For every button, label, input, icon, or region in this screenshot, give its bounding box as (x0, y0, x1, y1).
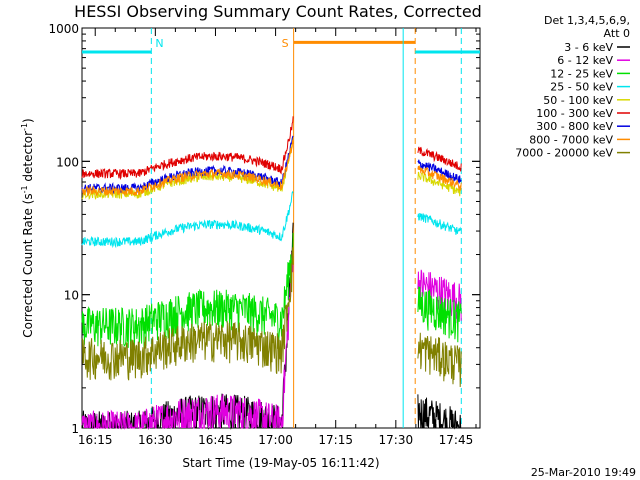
series-line-post (417, 286, 462, 343)
series-line-pre (81, 190, 294, 249)
y-tick-label: 1000 (48, 22, 79, 36)
chart-title: HESSI Observing Summary Count Rates, Cor… (74, 2, 482, 21)
data-series (81, 116, 462, 430)
x-tick-label: 17:15 (318, 433, 353, 447)
legend-label: 300 - 800 keV (536, 120, 613, 133)
series-line-pre (81, 140, 294, 197)
legend-subtitle: Att 0 (604, 27, 630, 40)
x-axis-ticks: 16:15 16:30 16:45 17:00 17:15 17:30 17:45 (78, 28, 477, 447)
legend-label: 3 - 6 keV (564, 41, 613, 54)
y-tick-label: 1 (71, 422, 79, 436)
night-flag-label: N (155, 37, 163, 50)
series-line-post (417, 212, 462, 235)
legend-label: 6 - 12 keV (557, 54, 613, 67)
y-tick-label: 10 (64, 289, 79, 303)
x-tick-label: 16:30 (138, 433, 173, 447)
y-tick-label: 100 (56, 155, 79, 169)
footer-date: 25-Mar-2010 19:49 (531, 466, 636, 479)
legend-label: 100 - 300 keV (536, 107, 613, 120)
legend-title: Det 1,3,4,5,6,9, (544, 14, 630, 27)
series-line-pre (81, 137, 294, 200)
series-line-post (417, 332, 462, 388)
x-axis-label: Start Time (19-May-05 16:11:42) (182, 456, 379, 470)
series-line-pre (81, 116, 294, 181)
y-axis-ticks: 1 10 100 1000 (48, 22, 480, 436)
legend-label: 12 - 25 keV (550, 67, 613, 80)
y-axis-label: Corrected Count Rate (s-1 detector-1) (20, 118, 35, 337)
legend-label: 25 - 50 keV (550, 81, 613, 94)
x-tick-label: 17:45 (439, 433, 474, 447)
x-tick-label: 17:00 (258, 433, 293, 447)
series-line-post (417, 171, 462, 197)
series-line-pre (81, 232, 294, 349)
series-line-pre (81, 251, 294, 430)
legend-label: 800 - 7000 keV (529, 133, 613, 146)
legend-label: 50 - 100 keV (543, 94, 613, 107)
x-tick-label: 16:15 (78, 433, 113, 447)
x-tick-label: 17:30 (379, 433, 414, 447)
series-line-pre (81, 247, 294, 381)
legend-label: 7000 - 20000 keV (515, 147, 613, 160)
x-tick-label: 16:45 (198, 433, 233, 447)
series-line-post (417, 146, 462, 172)
series-line-post (417, 394, 462, 430)
series-line-post (417, 165, 462, 192)
saa-flag-label: S (282, 37, 289, 50)
